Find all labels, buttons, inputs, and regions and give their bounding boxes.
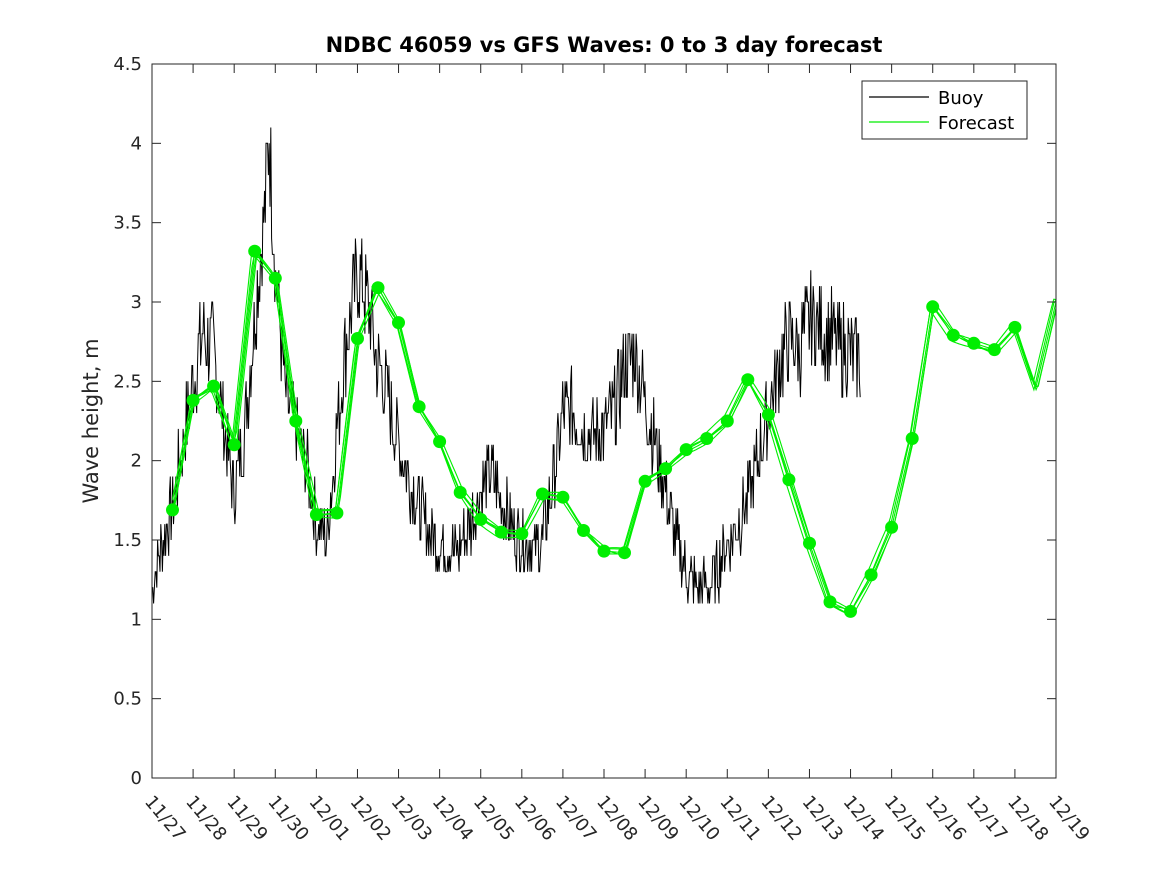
- forecast-marker: [782, 473, 796, 487]
- forecast-marker: [433, 435, 447, 449]
- forecast-marker: [967, 336, 981, 350]
- forecast-marker: [289, 414, 303, 428]
- forecast-marker: [371, 281, 385, 295]
- forecast-marker: [946, 328, 960, 342]
- y-axis-title: Wave height, m: [79, 338, 103, 503]
- legend-box: [861, 80, 1028, 140]
- forecast-marker: [1008, 320, 1022, 334]
- forecast-marker: [474, 512, 488, 526]
- forecast-marker: [494, 525, 508, 539]
- forecast-marker: [741, 373, 755, 387]
- y-ticks: 0 0.5 1 1.5 2 2.5 3 3.5 4 4.5: [113, 54, 1056, 789]
- y-tick-label: 4: [131, 133, 142, 154]
- legend: Buoy Forecast: [861, 80, 1028, 140]
- forecast-marker: [700, 432, 714, 445]
- chart-title: NDBC 46059 vs GFS Waves: 0 to 3 day fore…: [326, 33, 883, 57]
- marker-layer: [166, 244, 1022, 618]
- forecast-marker: [351, 332, 364, 345]
- forecast-marker: [515, 527, 529, 541]
- forecast-marker: [268, 271, 282, 285]
- y-tick-label: 2: [131, 451, 142, 472]
- forecast-marker: [803, 536, 816, 550]
- legend-buoy-label: Buoy: [938, 88, 984, 109]
- y-tick-label: 3: [131, 292, 142, 313]
- forecast-marker: [166, 503, 179, 517]
- forecast-marker: [556, 490, 570, 504]
- forecast-marker: [905, 432, 919, 445]
- legend-forecast-label: Forecast: [938, 113, 1014, 134]
- forecast-marker: [577, 524, 590, 537]
- forecast-marker: [844, 604, 857, 618]
- y-tick-label: 3.5: [113, 213, 142, 234]
- forecast-marker: [227, 438, 241, 452]
- y-tick-label: 1.5: [113, 530, 142, 551]
- y-tick-label: 0.5: [113, 689, 142, 710]
- y-tick-label: 1: [131, 609, 142, 630]
- forecast-marker: [248, 244, 262, 258]
- y-tick-label: 0: [131, 768, 142, 789]
- forecast-marker: [885, 520, 899, 534]
- forecast-marker: [720, 414, 734, 428]
- forecast-marker: [823, 595, 837, 609]
- forecast-marker: [864, 568, 878, 582]
- forecast-marker: [659, 462, 673, 476]
- forecast-marker: [679, 443, 693, 457]
- forecast-marker: [392, 316, 405, 330]
- y-tick-label: 4.5: [113, 54, 142, 75]
- buoy-series-line: [152, 127, 861, 604]
- y-tick-label: 2.5: [113, 371, 142, 392]
- forecast-marker: [207, 379, 221, 393]
- forecast-marker: [987, 343, 1001, 357]
- forecast-marker: [618, 546, 631, 560]
- forecast-marker: [309, 508, 323, 522]
- forecast-marker: [330, 506, 344, 520]
- forecast-marker: [638, 474, 652, 488]
- forecast-marker: [453, 485, 467, 499]
- forecast-marker: [186, 393, 200, 407]
- forecast-marker: [412, 400, 426, 414]
- forecast-marker: [926, 300, 940, 314]
- forecast-marker: [761, 408, 775, 422]
- forecast-marker: [535, 487, 549, 501]
- forecast-marker: [597, 544, 611, 558]
